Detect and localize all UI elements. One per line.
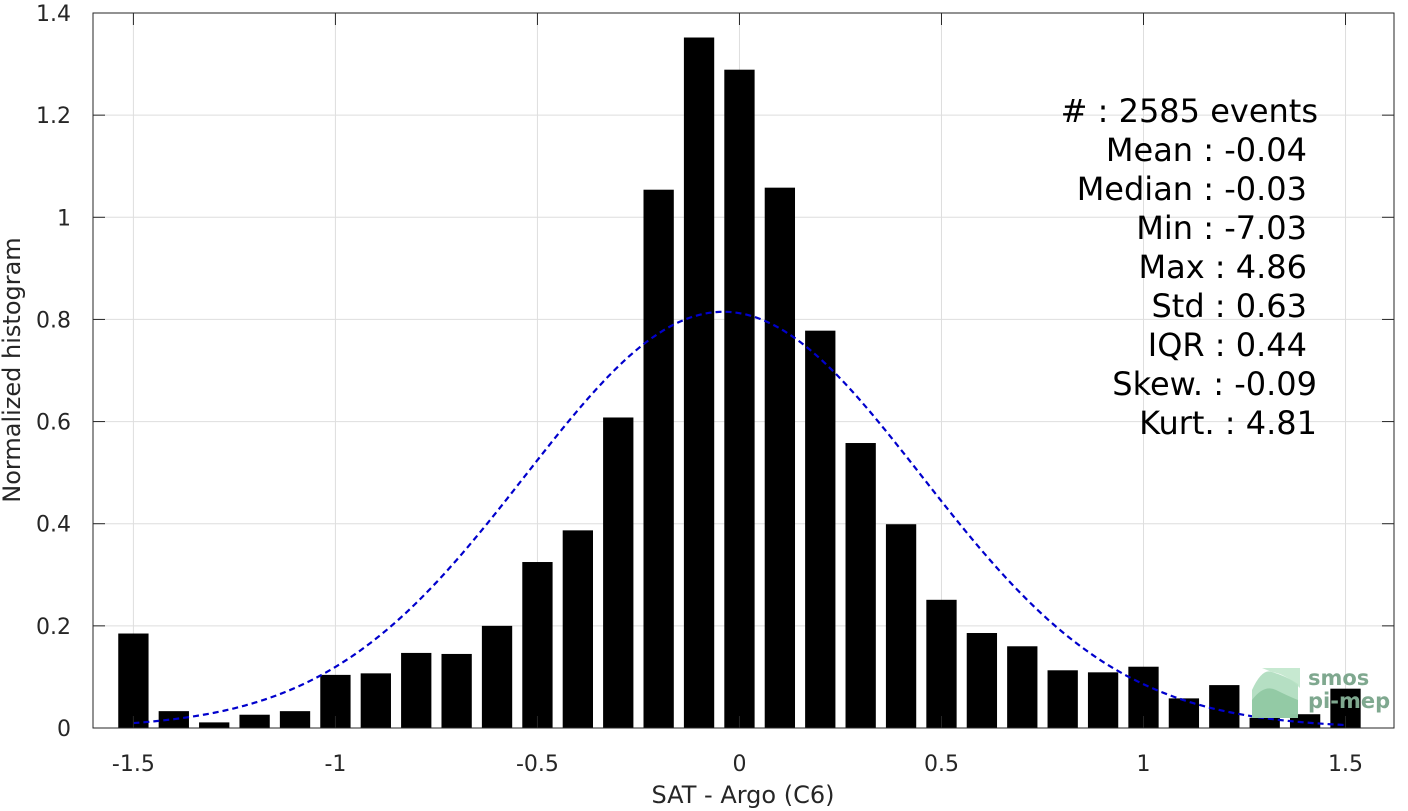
histogram-bar-24 [1087,672,1119,728]
x-axis-label: SAT - Argo (C6) [652,781,835,809]
x-tick-label-4: 0.5 [924,752,959,777]
histogram-bar-12 [603,417,634,728]
histogram-bar-17 [805,330,836,728]
logo-text-pimep: pi-mep [1308,689,1390,713]
histogram-bar-0 [118,633,149,728]
stat-line-2: Median : -0.03 [1077,170,1307,208]
histogram-bar-13 [643,189,674,728]
histogram-bar-27 [1209,685,1240,728]
histogram-bar-22 [1007,646,1038,728]
normal-fit-curve [133,310,1346,727]
smos-pimep-logo: smos pi-mep [1252,666,1390,718]
x-tick-label-0: -1.5 [112,752,155,777]
x-tick-label-6: 1.5 [1328,752,1363,777]
y-tick-label-7: 1.4 [36,2,71,27]
histogram-bar-19 [885,524,917,728]
y-tick-label-0: 0 [57,717,71,742]
y-tick-labels: 0 0.2 0.4 0.6 0.8 1 1.2 1.4 [36,2,71,742]
histogram-bar-23 [1047,670,1078,728]
y-tick-label-5: 1 [57,206,71,231]
histogram-bar-6 [360,673,391,728]
y-tick-label-6: 1.2 [36,104,71,129]
stat-line-5: Std : 0.63 [1151,287,1307,325]
histogram-bar-16 [764,187,796,728]
stat-line-0: # : 2585 events [1061,92,1318,130]
x-tick-label-3: 0 [732,752,746,777]
y-tick-label-2: 0.4 [36,513,71,538]
stat-line-1: Mean : -0.04 [1106,131,1307,169]
y-tick-label-4: 0.8 [36,308,71,333]
plot-frame [92,12,1395,729]
histogram-bar-2 [199,722,230,728]
stat-line-6: IQR : 0.44 [1148,326,1307,364]
histogram-bar-3 [239,714,270,728]
x-tick-labels: -1.5 -1 -0.5 0 0.5 1 1.5 [112,752,1363,777]
histogram-bar-20 [926,599,957,728]
stat-line-8: Kurt. : 4.81 [1139,404,1317,442]
histogram-bar-11 [562,530,593,728]
y-axis-label: Normalized histogram [0,237,26,502]
y-tick-label-1: 0.2 [36,615,71,640]
x-tick-label-1: -1 [324,752,346,777]
histogram-bar-14 [683,37,715,729]
x-tick-label-2: -0.5 [516,752,559,777]
histogram-bar-10 [522,562,553,728]
histogram-bar-21 [966,633,998,728]
histogram-bar-9 [481,625,513,728]
axis-ticks [93,12,1394,729]
histogram-bar-15 [724,69,755,729]
stat-line-4: Max : 4.86 [1138,248,1307,286]
histogram-bar-8 [441,653,472,728]
y-tick-label-3: 0.6 [36,411,71,436]
histogram-bar-7 [401,652,432,728]
stat-line-3: Min : -7.03 [1136,209,1307,247]
histogram-bar-4 [279,711,311,728]
x-tick-label-5: 1 [1136,752,1150,777]
histogram-bar-28 [1249,717,1280,728]
histogram-bar-18 [845,443,876,728]
logo-wave-icon [1252,668,1300,718]
logo-text-smos: smos [1308,666,1369,690]
histogram-bars [118,37,1361,729]
stat-line-7: Skew. : -0.09 [1112,365,1317,403]
